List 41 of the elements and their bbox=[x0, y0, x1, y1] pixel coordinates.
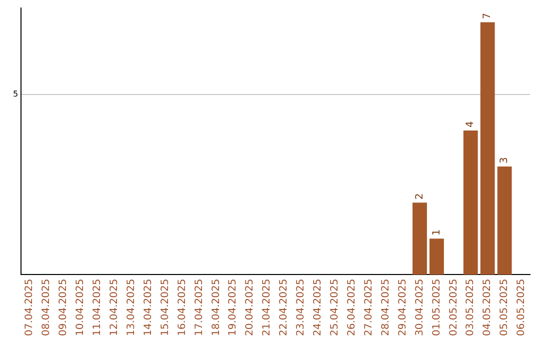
x-tick-label: 25.04.2025 bbox=[330, 278, 341, 336]
x-tick-label: 03.05.2025 bbox=[465, 278, 476, 336]
x-tick-label: 20.04.2025 bbox=[244, 278, 256, 336]
x-tick-label: 18.04.2025 bbox=[210, 278, 222, 336]
x-tick-label: 19.04.2025 bbox=[228, 278, 239, 336]
bar bbox=[412, 202, 427, 275]
x-tick-label: 02.05.2025 bbox=[448, 278, 460, 336]
x-tick-label: 30.04.2025 bbox=[414, 278, 426, 336]
x-tick-label: 11.04.2025 bbox=[92, 278, 104, 336]
data-label: 1 bbox=[431, 229, 442, 236]
x-tick-label: 12.04.2025 bbox=[108, 278, 120, 336]
bar bbox=[463, 130, 478, 275]
x-tick-label: 22.04.2025 bbox=[278, 278, 290, 336]
y-tick-label: 5 bbox=[12, 89, 18, 98]
x-tick-label: 23.04.2025 bbox=[296, 278, 307, 336]
x-tick-label: 06.05.2025 bbox=[516, 278, 528, 336]
x-tick-label: 07.04.2025 bbox=[24, 278, 36, 336]
x-tick-label: 08.04.2025 bbox=[41, 278, 52, 336]
x-tick-label: 14.04.2025 bbox=[142, 278, 154, 336]
x-tick-label: 17.04.2025 bbox=[194, 278, 205, 336]
data-label: 7 bbox=[482, 12, 494, 20]
x-tick-label: 15.04.2025 bbox=[160, 278, 171, 336]
x-tick-label: 09.04.2025 bbox=[58, 278, 70, 336]
bar bbox=[480, 22, 495, 275]
x-tick-label: 05.05.2025 bbox=[499, 278, 510, 336]
x-tick-label: 26.04.2025 bbox=[346, 278, 358, 336]
x-tick-label: 01.05.2025 bbox=[431, 278, 442, 336]
data-label: 3 bbox=[499, 157, 510, 164]
bar bbox=[497, 166, 512, 275]
x-tick-label: 04.05.2025 bbox=[482, 278, 494, 336]
x-tick-label: 29.04.2025 bbox=[397, 278, 408, 336]
x-tick-label: 21.04.2025 bbox=[262, 278, 273, 336]
x-tick-label: 16.04.2025 bbox=[176, 278, 188, 336]
x-tick-label: 13.04.2025 bbox=[126, 278, 137, 336]
data-label: 4 bbox=[465, 121, 476, 128]
x-tick-label: 24.04.2025 bbox=[312, 278, 324, 336]
x-tick-label: 27.04.2025 bbox=[363, 278, 374, 336]
x-tick-label: 28.04.2025 bbox=[380, 278, 392, 336]
x-tick-label: 10.04.2025 bbox=[75, 278, 86, 336]
data-label: 2 bbox=[414, 193, 426, 200]
bar bbox=[429, 238, 444, 275]
